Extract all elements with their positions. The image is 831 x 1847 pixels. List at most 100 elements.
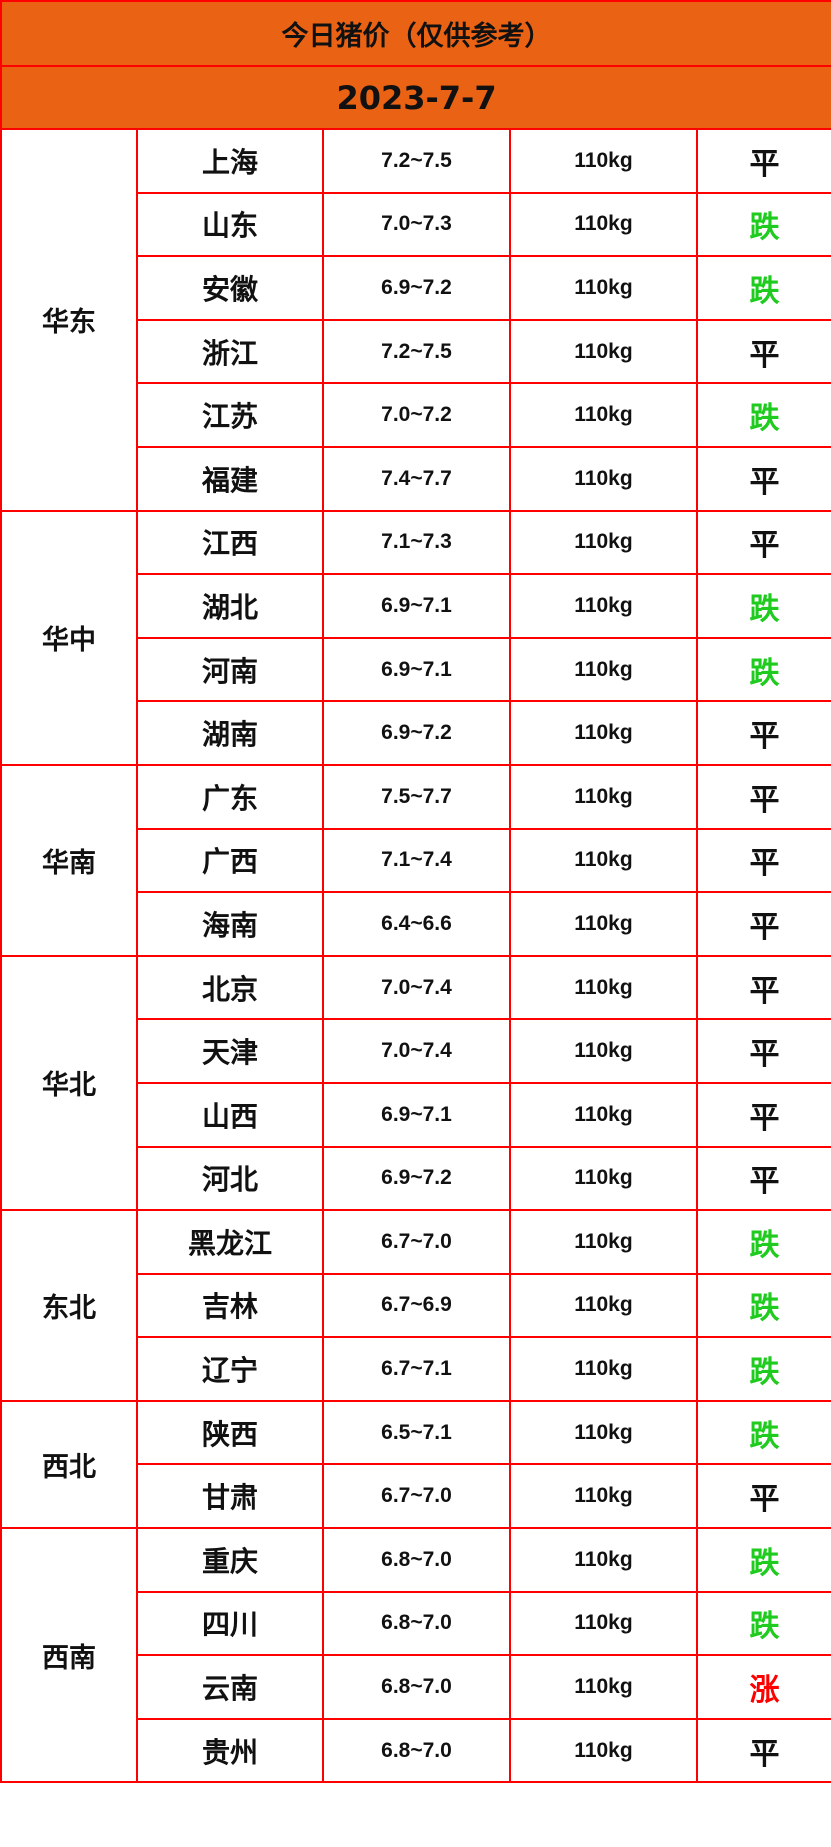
weight-cell: 110kg: [509, 891, 698, 957]
weight-cell: 110kg: [509, 1463, 698, 1530]
table-row: 安徽 6.9~7.2 110kg 跌: [1, 255, 831, 321]
weight-cell: 110kg: [509, 700, 698, 766]
region-cell: 华东: [0, 128, 138, 512]
weight-cell: 110kg: [509, 827, 698, 894]
trend-cell: 跌: [695, 191, 831, 258]
price-cell: 7.2~7.5: [322, 318, 511, 385]
trend-cell: 跌: [695, 1272, 831, 1339]
region-cell: 西北: [0, 1399, 138, 1530]
price-cell: 6.8~7.0: [322, 1717, 511, 1784]
weight-cell: 110kg: [509, 1399, 698, 1466]
province-cell: 江西: [136, 509, 324, 576]
price-cell: 6.7~7.0: [322, 1463, 511, 1530]
province-cell: 吉林: [136, 1272, 324, 1339]
province-cell: 陕西: [136, 1399, 324, 1466]
price-cell: 6.8~7.0: [322, 1590, 511, 1657]
price-cell: 6.9~7.1: [322, 573, 511, 639]
table-row: 山西 6.9~7.1 110kg 平: [1, 1081, 831, 1148]
province-cell: 安徽: [136, 255, 324, 321]
region-cell: 东北: [0, 1209, 138, 1402]
table-row: 东北 黑龙江 6.7~7.0 110kg 跌: [0, 1209, 831, 1402]
province-cell: 山东: [136, 191, 324, 258]
table-row: 辽宁 6.7~7.1 110kg 跌: [1, 1336, 831, 1402]
province-cell: 湖南: [136, 700, 324, 766]
price-cell: 6.8~7.0: [322, 1654, 511, 1720]
table-row: 吉林 6.7~6.9 110kg 跌: [1, 1272, 831, 1339]
table-row: 华南 广东 7.5~7.7 110kg 平: [0, 763, 831, 957]
province-cell: 北京: [136, 954, 324, 1021]
weight-cell: 110kg: [509, 573, 698, 639]
price-cell: 7.5~7.7: [322, 763, 511, 830]
weight-cell: 110kg: [509, 954, 698, 1021]
province-cell: 天津: [136, 1018, 324, 1084]
table-row: 湖南 6.9~7.2 110kg 平: [1, 700, 831, 766]
province-cell: 河北: [136, 1145, 324, 1212]
trend-cell: 平: [695, 1018, 831, 1084]
trend-cell: 平: [695, 954, 831, 1021]
province-cell: 河南: [136, 636, 324, 703]
weight-cell: 110kg: [509, 128, 698, 194]
province-cell: 云南: [136, 1654, 324, 1720]
province-cell: 广东: [136, 763, 324, 830]
trend-cell: 平: [695, 128, 831, 194]
weight-cell: 110kg: [509, 509, 698, 576]
province-cell: 江苏: [136, 382, 324, 448]
province-cell: 甘肃: [136, 1463, 324, 1530]
weight-cell: 110kg: [509, 1590, 698, 1657]
price-cell: 6.5~7.1: [322, 1399, 511, 1466]
weight-cell: 110kg: [509, 1018, 698, 1084]
price-cell: 6.7~6.9: [322, 1272, 511, 1339]
weight-cell: 110kg: [509, 636, 698, 703]
province-cell: 贵州: [136, 1717, 324, 1784]
price-cell: 7.1~7.3: [322, 509, 511, 576]
weight-cell: 110kg: [509, 1081, 698, 1148]
table-row: 河南 6.9~7.1 110kg 跌: [1, 636, 831, 703]
table-row: 西南 重庆 6.8~7.0 110kg 跌: [0, 1527, 831, 1784]
trend-cell: 跌: [695, 573, 831, 639]
pig-price-table: 今日猪价（仅供参考） 2023-7-7 华东 上海 7.2~7.5 110kg 平山东 7…: [0, 0, 831, 1784]
province-cell: 山西: [136, 1081, 324, 1148]
trend-cell: 平: [695, 445, 831, 512]
price-cell: 7.0~7.2: [322, 382, 511, 448]
price-cell: 6.7~7.0: [322, 1209, 511, 1275]
table-row: 天津 7.0~7.4 110kg 平: [1, 1018, 831, 1084]
table-row: 广西 7.1~7.4 110kg 平: [1, 827, 831, 894]
weight-cell: 110kg: [509, 1272, 698, 1339]
trend-cell: 平: [695, 318, 831, 385]
trend-cell: 平: [695, 1081, 831, 1148]
weight-cell: 110kg: [509, 255, 698, 321]
table-row: 海南 6.4~6.6 110kg 平: [1, 891, 831, 957]
weight-cell: 110kg: [509, 763, 698, 830]
weight-cell: 110kg: [509, 1145, 698, 1212]
province-cell: 黑龙江: [136, 1209, 324, 1275]
table-row: 华东 上海 7.2~7.5 110kg 平: [0, 128, 831, 512]
table-row: 华中 江西 7.1~7.3 110kg 平: [0, 509, 831, 766]
province-cell: 海南: [136, 891, 324, 957]
trend-cell: 跌: [695, 382, 831, 448]
table-row: 浙江 7.2~7.5 110kg 平: [1, 318, 831, 385]
province-cell: 上海: [136, 128, 324, 194]
trend-cell: 跌: [695, 1336, 831, 1402]
trend-cell: 跌: [695, 255, 831, 321]
weight-cell: 110kg: [509, 191, 698, 258]
price-cell: 6.8~7.0: [322, 1527, 511, 1593]
table-row: 西北 陕西 6.5~7.1 110kg 跌: [0, 1399, 831, 1530]
trend-cell: 平: [695, 763, 831, 830]
province-cell: 浙江: [136, 318, 324, 385]
price-cell: 6.7~7.1: [322, 1336, 511, 1402]
province-cell: 福建: [136, 445, 324, 512]
province-cell: 湖北: [136, 573, 324, 639]
region-cell: 华北: [0, 954, 138, 1212]
weight-cell: 110kg: [509, 1336, 698, 1402]
price-cell: 7.0~7.4: [322, 954, 511, 1021]
table-row: 四川 6.8~7.0 110kg 跌: [1, 1590, 831, 1657]
trend-cell: 跌: [695, 1209, 831, 1275]
weight-cell: 110kg: [509, 1717, 698, 1784]
price-cell: 7.2~7.5: [322, 128, 511, 194]
price-cell: 6.9~7.1: [322, 1081, 511, 1148]
province-cell: 辽宁: [136, 1336, 324, 1402]
trend-cell: 平: [695, 700, 831, 766]
trend-cell: 平: [695, 891, 831, 957]
price-cell: 7.1~7.4: [322, 827, 511, 894]
weight-cell: 110kg: [509, 445, 698, 512]
